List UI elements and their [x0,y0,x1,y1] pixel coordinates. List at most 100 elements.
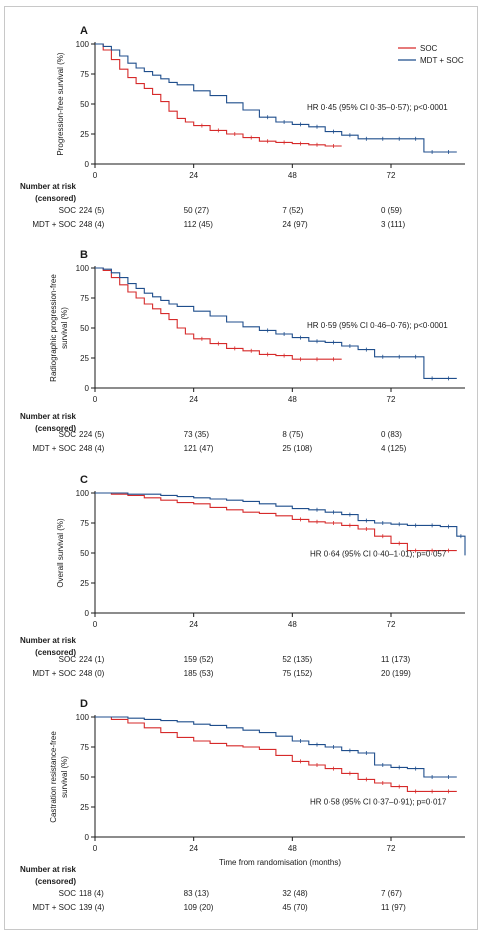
x-tick-label: 72 [387,395,396,404]
at-risk-cell: 11 (173) [381,655,411,664]
x-tick-label: 48 [288,620,297,629]
legend-label-mdt: MDT + SOC [420,56,464,65]
y-tick-label: 75 [80,743,89,752]
y-axis-label-line2: survival (%) [60,307,69,349]
at-risk-cell: 45 (70) [282,903,308,912]
at-risk-subheading: (censored) [35,648,76,657]
y-axis-label-line1: Radiographic progression-free [49,274,58,382]
at-risk-cell: 139 (4) [79,903,105,912]
x-tick-label: 72 [387,844,396,853]
at-risk-cell: 248 (4) [79,444,105,453]
panel-letter: C [80,474,88,486]
at-risk-cell: 20 (199) [381,669,411,678]
x-tick-label: 48 [288,395,297,404]
hr-annotation: HR 0·58 (95% CI 0·37–0·91); p=0·017 [310,798,447,807]
hr-annotation: HR 0·64 (95% CI 0·40–1·01); p=0·057 [310,550,447,559]
at-risk-heading: Number at risk [20,636,77,645]
panel-b: B 0 25 50 75 100 0 24 48 72 Radiographic progressi… [20,249,465,453]
at-risk-heading: Number at risk [20,412,77,421]
at-risk-cell: 112 (45) [184,220,214,229]
at-risk-row-label: MDT + SOC [32,669,76,678]
y-tick-label: 100 [76,489,90,498]
y-axis-label-line2: survival (%) [60,756,69,798]
x-tick-label: 72 [387,620,396,629]
y-tick-label: 75 [80,294,89,303]
at-risk-row-label: SOC [59,655,77,664]
at-risk-cell: 83 (13) [184,889,210,898]
at-risk-row-label: SOC [59,430,77,439]
at-risk-row-label: MDT + SOC [32,220,76,229]
hr-annotation: HR 0·59 (95% CI 0·46–0·76); p<0·0001 [307,321,448,330]
y-axis-label: Overall survival (%) [56,518,65,588]
at-risk-cell: 109 (20) [184,903,214,912]
y-tick-label: 50 [80,324,89,333]
series-line-mdt-soc [95,716,457,778]
legend-label-soc: SOC [420,44,438,53]
y-axis-label-line1: Castration resistance-free [49,731,58,823]
at-risk-cell: 24 (97) [282,220,308,229]
y-tick-label: 75 [80,519,89,528]
y-axis-label: Progression-free survival (%) [56,52,65,155]
y-tick-label: 25 [80,579,89,588]
series-line-mdt-soc [95,492,466,556]
x-tick-label: 72 [387,171,396,180]
x-tick-label: 0 [93,395,98,404]
at-risk-cell: 248 (0) [79,669,105,678]
x-tick-label: 0 [93,171,98,180]
y-tick-label: 0 [85,160,90,169]
x-tick-label: 24 [189,844,198,853]
series-line-soc [95,43,342,147]
x-tick-label: 48 [288,171,297,180]
x-tick-label: 0 [93,844,98,853]
y-tick-label: 25 [80,130,89,139]
panel-letter: D [80,698,88,710]
y-tick-label: 100 [76,40,90,49]
at-risk-cell: 118 (4) [79,889,104,898]
series-line-soc [95,492,457,552]
x-tick-label: 48 [288,844,297,853]
at-risk-cell: 25 (108) [282,444,312,453]
at-risk-cell: 159 (52) [184,655,214,664]
at-risk-cell: 75 (152) [282,669,312,678]
at-risk-cell: 3 (111) [381,220,405,229]
x-tick-label: 24 [189,395,198,404]
at-risk-cell: 224 (5) [79,206,105,215]
at-risk-heading: Number at risk [20,865,77,874]
at-risk-cell: 11 (97) [381,903,406,912]
panel-d: D 0 25 50 75 100 0 24 48 72 Castration resistance-… [20,698,465,912]
panel-a: A 0 25 50 75 100 0 24 48 72 Progression-free survi… [20,25,465,229]
x-axis-label: Time from randomisation (months) [219,858,341,867]
series-line-mdt-soc [95,43,457,153]
at-risk-cell: 248 (4) [79,220,105,229]
y-tick-label: 50 [80,100,89,109]
at-risk-row-label: MDT + SOC [32,444,76,453]
at-risk-cell: 8 (75) [282,430,303,439]
at-risk-row-label: SOC [59,206,77,215]
at-risk-cell: 7 (52) [282,206,303,215]
at-risk-subheading: (censored) [35,424,76,433]
panel-letter: B [80,249,88,261]
y-tick-label: 0 [85,833,90,842]
at-risk-cell: 7 (67) [381,889,402,898]
at-risk-cell: 0 (59) [381,206,402,215]
series-line-soc [95,716,457,792]
at-risk-cell: 50 (27) [184,206,210,215]
at-risk-cell: 4 (125) [381,444,407,453]
y-tick-label: 0 [85,609,90,618]
y-tick-label: 75 [80,70,89,79]
y-tick-label: 100 [76,713,90,722]
at-risk-cell: 73 (35) [184,430,210,439]
panel-letter: A [80,25,88,37]
at-risk-row-label: MDT + SOC [32,903,76,912]
at-risk-cell: 224 (1) [79,655,105,664]
y-tick-label: 50 [80,549,89,558]
y-tick-label: 0 [85,384,90,393]
y-tick-label: 25 [80,803,89,812]
at-risk-cell: 185 (53) [184,669,214,678]
at-risk-row-label: SOC [59,889,77,898]
at-risk-cell: 0 (83) [381,430,402,439]
series-line-mdt-soc [95,267,457,379]
y-tick-label: 25 [80,354,89,363]
